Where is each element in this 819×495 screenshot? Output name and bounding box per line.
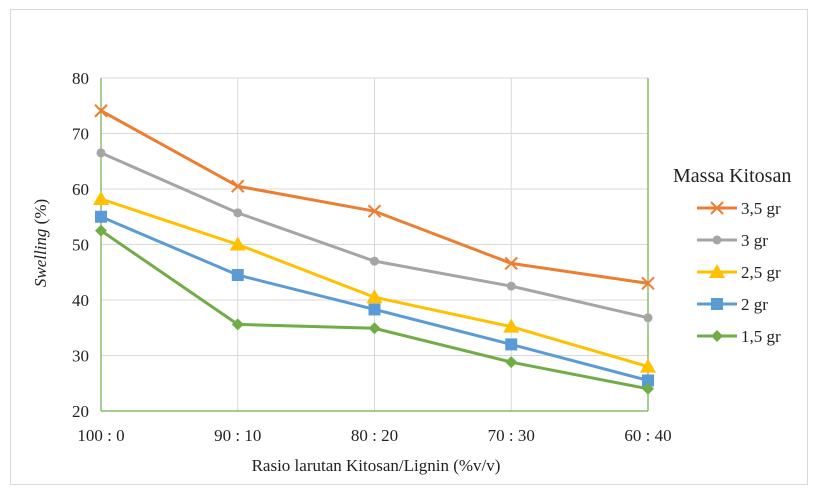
- marker-stroke: [94, 104, 108, 118]
- point-marker-triangle: [709, 264, 725, 278]
- marker-stroke: [231, 179, 245, 193]
- legend-label: 3,5 gr: [741, 199, 781, 218]
- marker-stroke: [504, 256, 518, 271]
- series-1-5-gr: [95, 224, 654, 395]
- point-marker-square: [95, 210, 107, 223]
- point-marker-diamond: [368, 322, 381, 335]
- legend-item: 2,5 gr: [697, 263, 781, 282]
- series-3-5-gr: [94, 104, 655, 291]
- legend-label: 2 gr: [741, 295, 768, 314]
- legend: Massa Kitosan 3,5 gr 3 gr 2,5 gr 2 gr 1,5 gr: [673, 165, 791, 346]
- point-marker-triangle: [503, 318, 520, 333]
- point-marker-triangle: [640, 358, 656, 373]
- point-marker-square: [231, 269, 244, 282]
- marker-stroke: [710, 201, 724, 215]
- x-tick-label: 80 : 20: [351, 426, 398, 445]
- point-marker-square: [505, 338, 518, 351]
- point-marker-circle: [506, 281, 516, 291]
- point-marker-square: [368, 303, 381, 316]
- legend-item: 2 gr: [697, 295, 768, 314]
- y-tick-label: 40: [72, 291, 89, 310]
- marker-stroke: [367, 204, 382, 218]
- series-group: [93, 104, 656, 395]
- point-marker-x: [94, 104, 108, 118]
- series-3-gr: [96, 148, 653, 323]
- point-marker-triangle: [229, 236, 246, 251]
- legend-label: 1,5 gr: [741, 327, 781, 346]
- marker-stroke: [641, 276, 655, 291]
- point-marker-x: [641, 276, 655, 291]
- series-2-5-gr: [93, 190, 656, 373]
- point-marker-x: [504, 256, 518, 271]
- x-tick-label: 90 : 10: [214, 426, 261, 445]
- point-marker-circle: [233, 208, 243, 218]
- point-marker-diamond: [231, 318, 244, 331]
- point-marker-x: [710, 201, 724, 215]
- series-2-gr: [95, 210, 654, 387]
- x-tick-label: 100 : 0: [77, 426, 124, 445]
- legend-item: 3 gr: [697, 231, 768, 250]
- x-tick-label: 60 : 40: [624, 426, 671, 445]
- point-marker-diamond: [95, 224, 107, 237]
- legend-title: Massa Kitosan: [673, 165, 791, 187]
- y-tick-label: 80: [72, 69, 89, 88]
- x-axis-title: Rasio larutan Kitosan/Lignin (%v/v): [252, 456, 501, 475]
- point-marker-circle: [96, 148, 106, 158]
- point-marker-triangle: [366, 289, 383, 304]
- legend-label: 2,5 gr: [741, 263, 781, 282]
- y-axis-title: Swelling (%): [31, 199, 50, 287]
- point-marker-square: [711, 298, 723, 310]
- point-marker-square: [642, 374, 654, 387]
- y-axis-title-italic: Swelling: [31, 229, 50, 288]
- legend-item: 1,5 gr: [697, 327, 781, 346]
- chart-frame: [10, 9, 808, 485]
- y-tick-label: 30: [72, 347, 89, 366]
- point-marker-circle: [643, 313, 653, 323]
- legend-item: 3,5 gr: [697, 199, 781, 218]
- point-marker-diamond: [711, 330, 723, 342]
- point-marker-circle: [370, 256, 379, 266]
- y-tick-label: 70: [72, 125, 89, 144]
- point-marker-diamond: [642, 382, 654, 395]
- point-marker-diamond: [505, 356, 518, 369]
- y-tick-labels: 20 30 40 50 60 70 80: [72, 69, 89, 421]
- y-axis-title-unit: (%): [31, 199, 50, 229]
- legend-label: 3 gr: [741, 231, 768, 250]
- x-tick-label: 70 : 30: [488, 426, 535, 445]
- point-marker-triangle: [93, 190, 109, 205]
- point-marker-x: [231, 179, 245, 193]
- y-tick-label: 60: [72, 180, 89, 199]
- y-tick-label: 20: [72, 402, 89, 421]
- point-marker-x: [367, 204, 382, 218]
- point-marker-circle: [712, 235, 722, 245]
- gridlines: [100, 77, 649, 412]
- y-tick-label: 50: [72, 236, 89, 255]
- x-tick-labels: 100 : 0 90 : 10 80 : 20 70 : 30 60 : 40: [77, 426, 671, 445]
